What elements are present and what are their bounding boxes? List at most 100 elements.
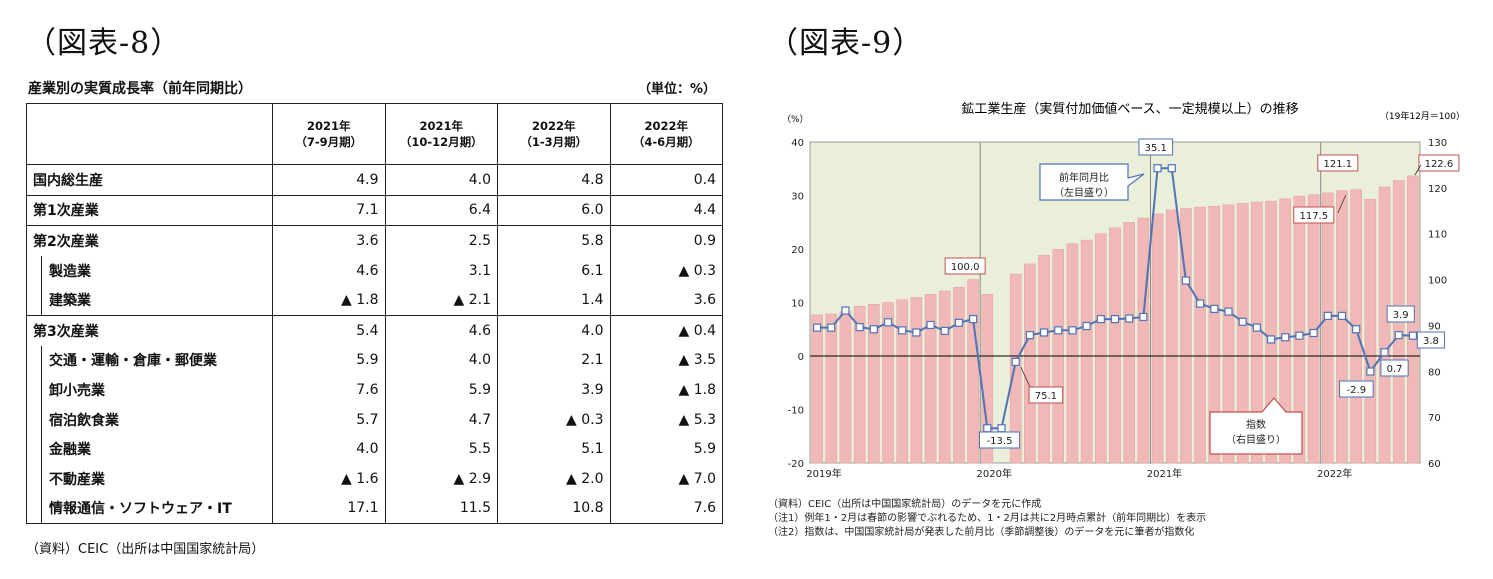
index-bar — [1137, 217, 1150, 464]
leader-line — [1337, 194, 1347, 214]
left-tick-label: 20 — [791, 245, 804, 256]
yoy-marker — [1011, 357, 1020, 366]
index-bar — [1279, 198, 1292, 464]
index-bar — [896, 299, 908, 464]
data-label-box — [1293, 206, 1335, 224]
table-cell: 4.0 — [384, 345, 498, 376]
yoy-marker — [940, 326, 949, 335]
table-cell: 5.5 — [384, 434, 498, 464]
data-label: 100.0 — [951, 262, 980, 273]
yoy-marker — [1224, 307, 1233, 316]
table-cell: 5.9 — [609, 434, 723, 464]
yoy-marker — [1167, 164, 1176, 173]
table-header-row: 2021年 （7-9月期） 2021年 （10-12月期） 2022年 （1-3月期）… — [26, 103, 723, 165]
row-label: 卸小売業 — [26, 375, 273, 405]
table-cell: ▲ 1.8 — [609, 375, 723, 405]
table-source: （資料）CEIC（出所は中国国家統計局） — [26, 542, 265, 557]
yoy-marker — [1082, 321, 1091, 331]
table-cell: ▲ 1.8 — [272, 285, 386, 316]
left-tick-label: -10 — [788, 406, 804, 417]
table-row: 情報通信・ソフトウェア・IT 17.1 11.5 10.8 7.6 — [26, 493, 723, 525]
data-label: 122.6 — [1425, 159, 1454, 170]
x-tick-label: 2022年 — [1317, 467, 1352, 480]
yoy-marker — [1366, 367, 1375, 376]
index-bar — [924, 293, 937, 464]
index-bar — [839, 311, 852, 464]
table-row: 金融業 4.0 5.5 5.1 5.9 — [26, 434, 723, 464]
table-row: 第1次産業 7.1 6.4 6.0 4.4 — [26, 194, 723, 226]
chart-title: 鉱工業生産（実質付加価値ベース、一定規模以上）の推移 — [961, 101, 1298, 117]
data-label: 75.1 — [1035, 391, 1057, 402]
index-bar — [967, 279, 979, 464]
bar-callout-box — [1209, 397, 1303, 455]
table-cell: 4.0 — [272, 434, 386, 464]
table-cell: ▲ 1.6 — [272, 463, 386, 494]
yoy-marker — [1153, 164, 1162, 173]
index-bar — [910, 297, 923, 464]
index-bar — [1038, 255, 1050, 464]
left-axis-unit: （%） — [782, 114, 809, 125]
table-cell: 3.6 — [272, 225, 386, 256]
table-cell: 5.9 — [384, 375, 498, 405]
yoy-marker — [1238, 317, 1247, 326]
table-row: 製造業 4.6 3.1 6.1 ▲ 0.3 — [26, 255, 723, 286]
index-bar — [1165, 209, 1178, 464]
left-tick-label: -20 — [788, 459, 804, 470]
index-bar — [1066, 243, 1079, 464]
yoy-marker — [841, 306, 850, 315]
line-callout-text: （左目盛り） — [1054, 186, 1114, 199]
table-cell: 5.7 — [272, 404, 386, 435]
index-bar — [1307, 194, 1320, 464]
index-bar — [1151, 213, 1164, 464]
table-cell: 4.0 — [497, 314, 611, 346]
yoy-marker — [1025, 331, 1034, 340]
left-tick-label: 40 — [791, 138, 804, 149]
index-bar — [938, 290, 951, 464]
row-label: 交通・運輸・倉庫・郵便業 — [26, 345, 273, 376]
yoy-marker — [1039, 328, 1049, 337]
left-tick-label: 10 — [791, 299, 804, 310]
right-tick-label: 70 — [1428, 413, 1441, 424]
table-cell: ▲ 0.3 — [497, 404, 611, 435]
bar-callout-text: 指数 — [1246, 418, 1266, 431]
yoy-marker — [827, 323, 836, 332]
row-label: 国内総生産 — [26, 164, 273, 196]
x-tick-label: 2019年 — [806, 467, 841, 480]
data-label: -13.5 — [987, 436, 1013, 447]
table-row: 国内総生産 4.9 4.0 4.8 0.4 — [26, 164, 723, 196]
row-label: 製造業 — [26, 255, 273, 286]
index-bar — [1236, 203, 1249, 464]
table-cell: ▲ 2.1 — [384, 285, 498, 316]
yoy-marker — [1054, 326, 1063, 335]
yoy-marker — [1323, 311, 1332, 320]
index-bar — [1208, 205, 1221, 464]
yoy-marker — [855, 323, 864, 332]
row-label: 第1次産業 — [26, 194, 273, 226]
data-label-box — [1418, 154, 1460, 172]
industrial-production-chart: 鉱工業生産（実質付加価値ベース、一定規模以上）の推移 （%） （19年12月＝1… — [782, 101, 1465, 480]
table-cell: 0.9 — [609, 225, 723, 256]
table-cell: 4.7 — [384, 404, 498, 435]
table-cell: ▲ 0.3 — [609, 255, 723, 286]
row-label: 情報通信・ソフトウェア・IT — [26, 493, 273, 525]
index-bar — [1180, 208, 1192, 464]
table-title: 産業別の実質成長率（前年同期比） — [28, 81, 252, 97]
table-cell: 4.4 — [609, 194, 723, 226]
table-cell: 5.1 — [497, 434, 611, 464]
right-tick-label: 120 — [1428, 184, 1447, 195]
table-cell: ▲ 2.0 — [497, 463, 611, 494]
index-bar — [1095, 233, 1107, 464]
data-label-box — [1386, 305, 1415, 323]
data-label: 35.1 — [1145, 143, 1167, 154]
table-cell: 2.1 — [497, 345, 611, 376]
chart-note: （注1）例年1・2月は春節の影響でぶれるため、1・2月は共に2月時点累計（前年同… — [768, 513, 1207, 524]
right-tick-label: 80 — [1428, 367, 1441, 378]
index-bar — [1378, 186, 1391, 464]
x-tick-label: 2021年 — [1147, 467, 1182, 480]
row-label: 不動産業 — [26, 463, 273, 494]
data-label-box — [1339, 380, 1374, 398]
table-row: 建築業 ▲ 1.8 ▲ 2.1 1.4 3.6 — [26, 285, 723, 316]
index-bar — [1080, 239, 1093, 464]
table-cell: 10.8 — [497, 493, 611, 525]
chart-note: （注2）指数は、中国国家統計局が発表した前月比（季節調整後）のデータを元に筆者が… — [768, 527, 1195, 538]
